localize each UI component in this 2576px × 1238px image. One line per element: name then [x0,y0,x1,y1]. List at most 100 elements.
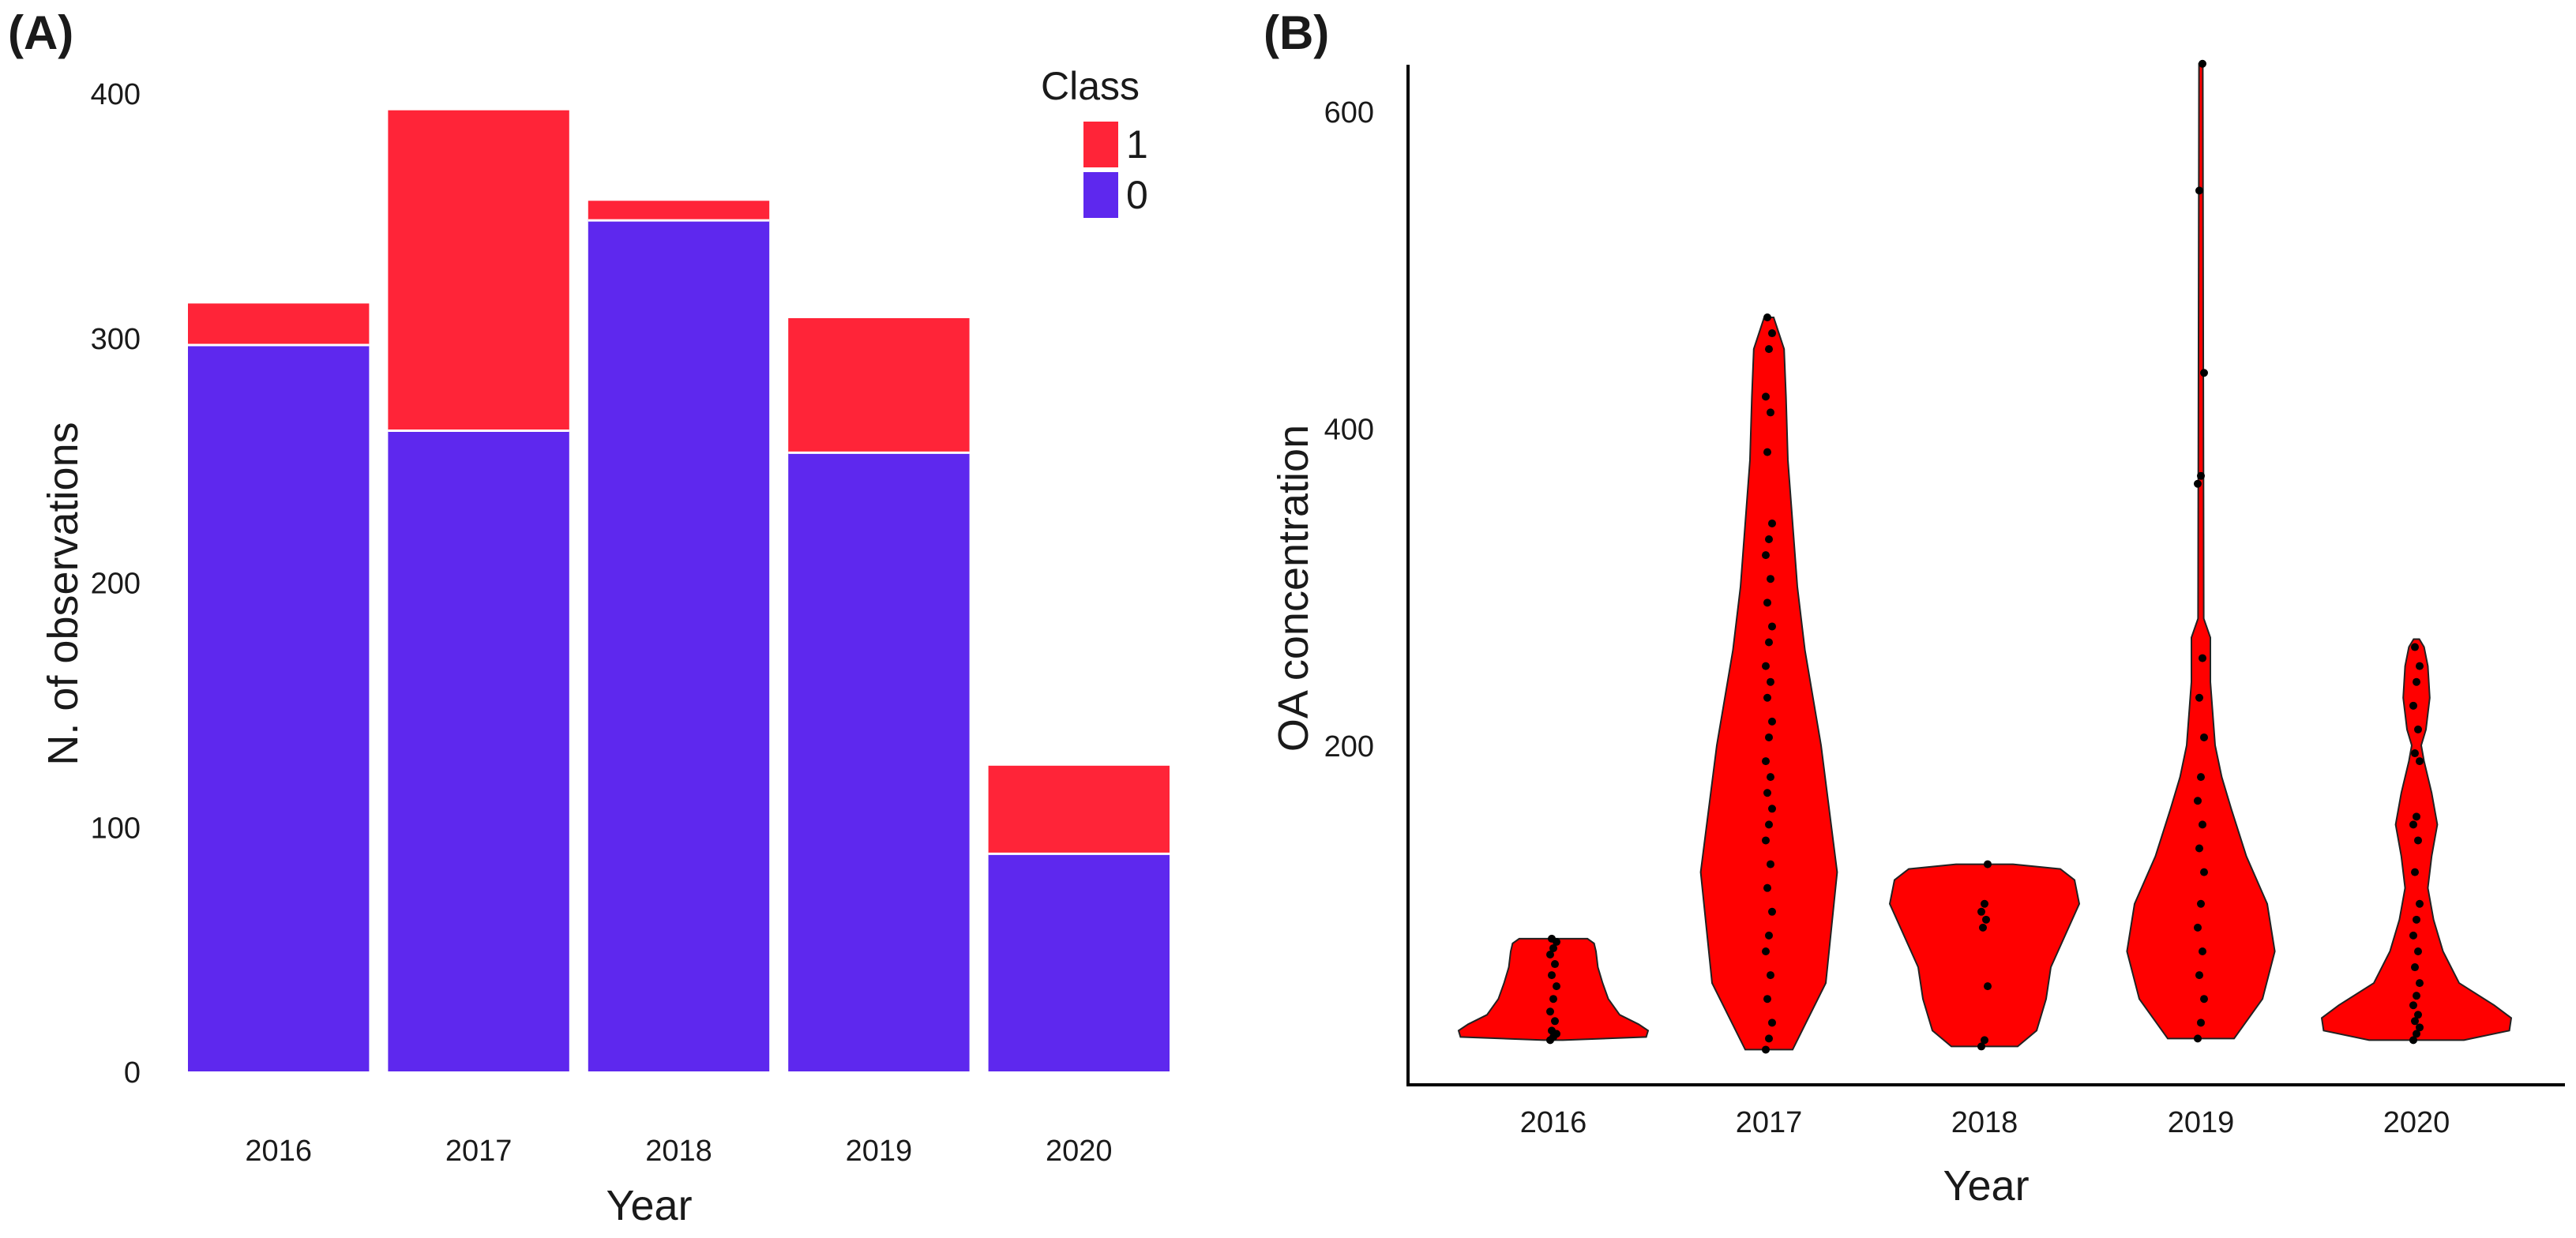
data-point-2020 [2411,963,2419,972]
data-point-2019 [2195,844,2203,853]
x-tick-label: 2020 [2383,1106,2450,1139]
legend-label-class-0: 0 [1126,173,1148,217]
data-point-2017 [1762,1045,1770,1054]
panel-b-label: (B) [1264,6,1329,59]
data-point-2019 [2199,654,2206,662]
data-point-2019 [2199,59,2206,68]
data-point-2019 [2199,820,2206,829]
y-tick-label: 400 [91,78,141,111]
data-point-2017 [1768,329,1776,338]
bar-class-1-2019 [788,317,970,453]
data-point-2017 [1767,860,1774,868]
data-point-2018 [1984,982,1992,991]
data-point-2017 [1765,733,1773,741]
violin-chart-panel-b: 200 400 600 2016 2017 2018 2019 2020 Year OA conc… [1270,59,2565,1210]
data-point-2020 [2409,820,2417,829]
bar-class-0-2018 [588,220,770,1071]
data-point-2020 [2409,701,2417,710]
x-tick-label: 2019 [846,1135,913,1168]
legend-title: Class [1041,64,1140,108]
bar-class-1-2020 [988,765,1170,854]
data-point-2017 [1762,947,1770,955]
data-point-2019 [2197,773,2205,782]
y-axis-title: OA concentration [1270,425,1317,752]
x-tick-label: 2017 [1736,1106,1803,1139]
data-point-2020 [2414,1011,2422,1019]
data-point-2020 [2413,1030,2420,1038]
data-point-2016 [1553,982,1560,991]
data-point-2020 [2416,979,2424,988]
data-point-2017 [1765,638,1773,647]
data-point-2016 [1548,1026,1556,1035]
legend-label-class-1: 1 [1126,122,1148,167]
data-point-2016 [1551,960,1559,969]
x-tick-label: 2019 [2168,1106,2235,1139]
data-point-2020 [2413,812,2420,821]
data-point-2020 [2416,662,2424,670]
data-point-2017 [1768,805,1776,813]
data-point-2018 [1982,915,1990,924]
violin-2016 [1457,937,1650,1041]
data-point-2019 [2195,186,2203,195]
data-point-2016 [1548,971,1556,980]
data-point-2017 [1765,931,1773,940]
data-point-2019 [2199,947,2206,955]
data-point-2019 [2194,1034,2202,1043]
x-tick-label: 2018 [645,1135,712,1168]
data-point-2017 [1765,1034,1773,1043]
x-tick-label: 2020 [1046,1135,1113,1168]
bar-class-1-2018 [588,201,770,221]
legend-key-class-0 [1083,172,1118,218]
y-tick-label: 600 [1324,96,1374,129]
bar-chart-panel-a: 0 100 200 300 400 2016 2017 2018 2019 2020 Year N. … [39,64,1170,1229]
data-point-2017 [1763,693,1771,702]
data-point-2017 [1763,789,1771,797]
data-point-2020 [2411,868,2419,876]
data-point-2017 [1765,345,1773,354]
legend-key-class-1 [1083,122,1118,167]
data-point-2017 [1765,535,1773,544]
data-point-2020 [2409,1036,2417,1045]
bar-class-0-2017 [388,430,569,1071]
data-point-2019 [2195,971,2203,980]
data-point-2020 [2416,1023,2424,1032]
data-point-2018 [1981,1036,1988,1045]
data-point-2020 [2409,1001,2417,1010]
data-point-2018 [1981,899,1988,908]
violin-2019 [2126,62,2276,1040]
data-point-2019 [2200,733,2208,741]
data-point-2017 [1763,995,1771,1004]
data-point-2020 [2411,1017,2419,1026]
data-point-2017 [1768,717,1776,726]
data-point-2017 [1767,971,1774,980]
data-point-2020 [2416,899,2424,908]
data-point-2020 [2414,725,2422,733]
bar-class-0-2016 [188,345,370,1072]
data-point-2017 [1768,519,1776,527]
data-point-2017 [1762,836,1770,845]
data-point-2020 [2413,677,2420,686]
data-point-2020 [2413,992,2420,1000]
bar-class-1-2017 [388,110,569,431]
y-tick-label: 0 [124,1056,141,1090]
bar-class-0-2019 [788,452,970,1071]
data-point-2017 [1767,575,1774,583]
data-point-2017 [1763,598,1771,607]
bar-class-1-2016 [188,303,370,346]
data-point-2017 [1768,1019,1776,1027]
x-tick-label: 2018 [1951,1106,2018,1139]
data-point-2017 [1762,551,1770,560]
data-point-2019 [2197,1019,2205,1027]
data-point-2017 [1767,773,1774,782]
data-point-2017 [1767,677,1774,686]
data-point-2019 [2200,369,2208,377]
panel-a-label: (A) [8,6,73,59]
violin-2018 [1888,863,2081,1048]
x-axis-title: Year [1943,1162,2029,1210]
data-point-2017 [1762,757,1770,766]
data-point-2017 [1768,622,1776,631]
data-point-2020 [2416,757,2424,766]
y-tick-label: 200 [1324,730,1374,763]
data-point-2017 [1768,907,1776,916]
